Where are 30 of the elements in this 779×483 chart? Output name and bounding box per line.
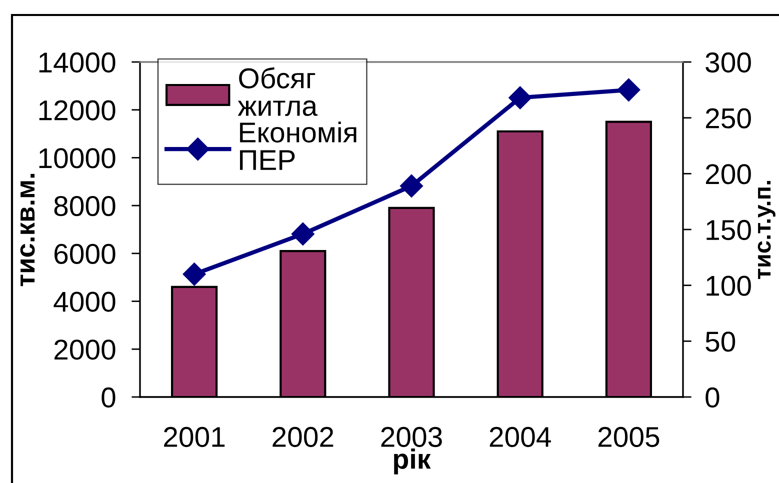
y-tick-label: 4000 bbox=[54, 292, 116, 312]
x-tick-label: 2004 bbox=[490, 426, 551, 448]
y2-axis-title: тис.т.у.п. bbox=[758, 180, 776, 279]
y2-tick-label: 50 bbox=[706, 332, 736, 352]
y-tick-label: 10000 bbox=[39, 148, 116, 168]
point bbox=[617, 78, 640, 102]
x-axis-title: рік bbox=[394, 448, 431, 474]
point bbox=[400, 174, 423, 198]
y2-tick-label: 300 bbox=[706, 52, 751, 73]
point bbox=[182, 262, 206, 286]
y2-tick-label: 200 bbox=[706, 164, 751, 184]
y2-tick-label: 0 bbox=[706, 387, 720, 408]
x-tick-label: 2003 bbox=[381, 426, 442, 448]
x-tick-label: 2005 bbox=[598, 426, 660, 448]
x-tick-label: 2002 bbox=[272, 426, 334, 448]
y-tick-label: 14000 bbox=[39, 52, 116, 73]
y-tick-label: 6000 bbox=[54, 244, 116, 264]
y-tick-label: 0 bbox=[102, 387, 116, 408]
y-axis-title: тис.кв.м. bbox=[20, 174, 35, 286]
point bbox=[508, 86, 532, 110]
y-tick-label: 12000 bbox=[39, 100, 116, 120]
legend-label: Обсяг житла bbox=[238, 67, 318, 116]
y2-tick-label: 250 bbox=[706, 108, 751, 128]
x-tick-label: 2001 bbox=[164, 426, 225, 448]
legend-label: Економія ПЕР bbox=[240, 122, 356, 170]
y-tick-label: 2000 bbox=[54, 340, 116, 360]
y2-tick-label: 100 bbox=[706, 276, 751, 296]
y-tick-label: 8000 bbox=[54, 196, 116, 216]
point bbox=[291, 222, 314, 246]
y2-tick-label: 150 bbox=[706, 220, 751, 240]
